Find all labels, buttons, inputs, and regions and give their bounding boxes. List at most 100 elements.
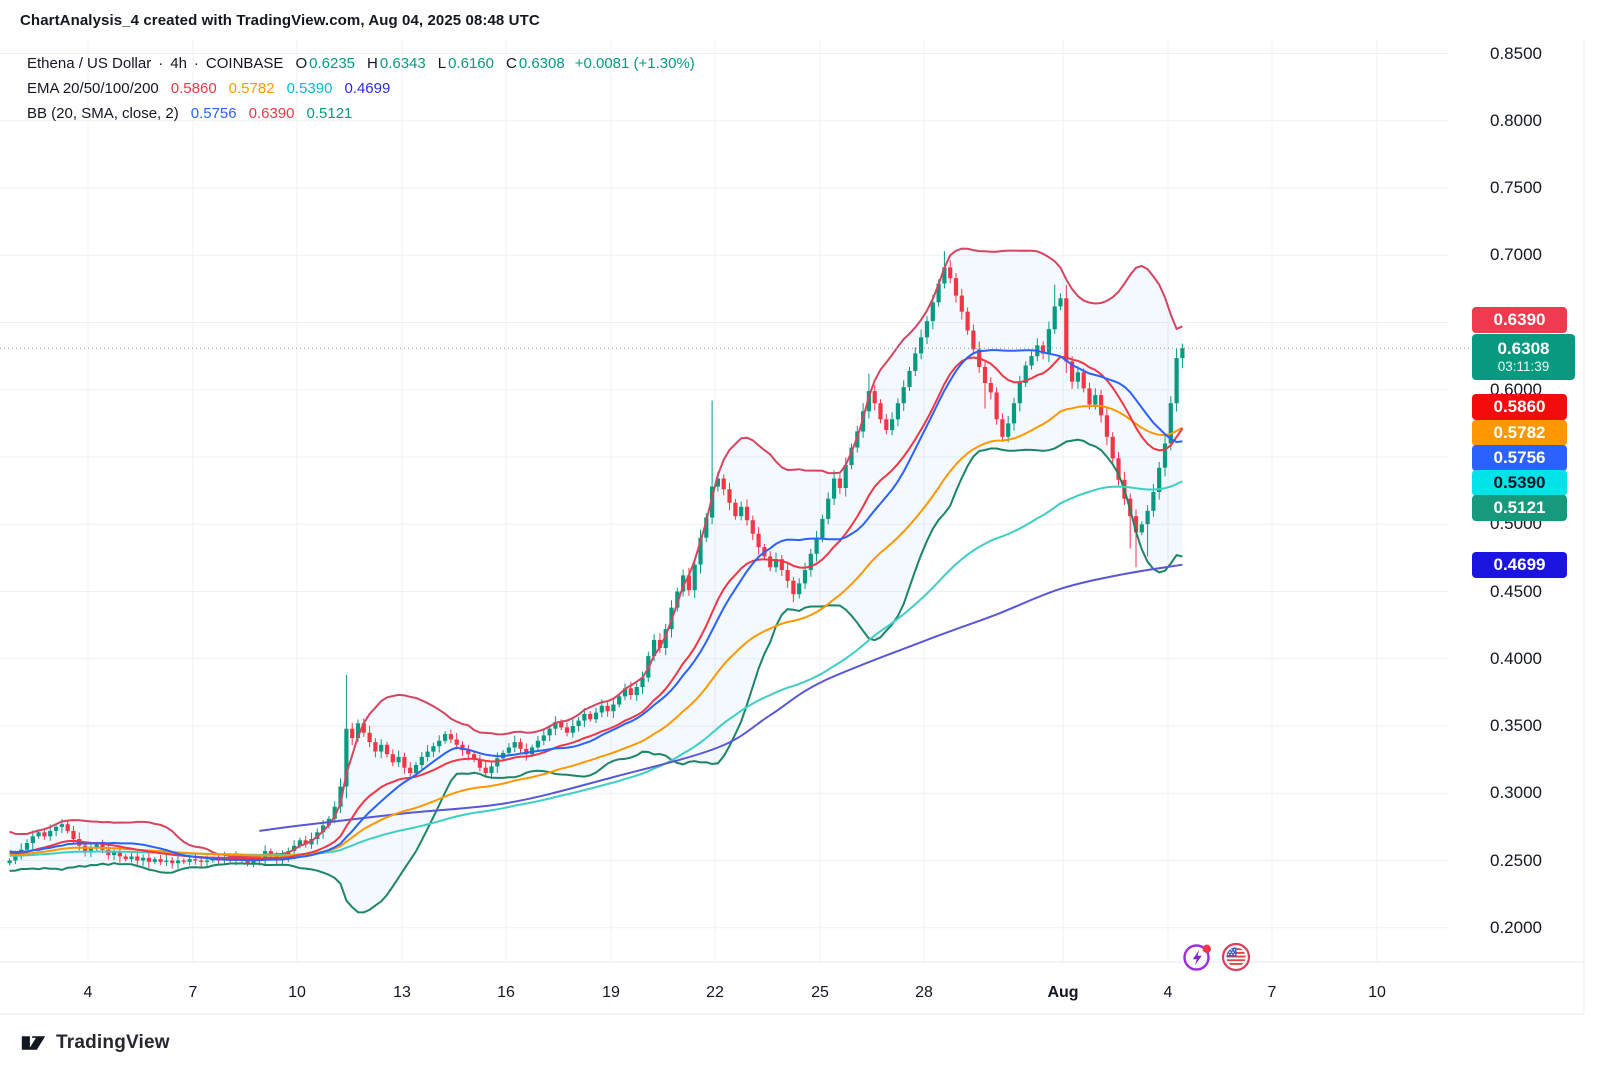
us-flag-event-icon[interactable] [1219, 940, 1253, 974]
candle-body [158, 859, 163, 862]
candle-body [1087, 388, 1092, 405]
candle-body [924, 321, 930, 338]
symbol-name[interactable]: Ethena / US Dollar [27, 55, 152, 72]
candle-body [112, 852, 117, 856]
candle-body [611, 704, 616, 712]
candle-body [919, 337, 924, 354]
candle-body [1180, 348, 1185, 359]
candle-body [1110, 436, 1115, 459]
ema50-line [9, 404, 1183, 857]
candle-body [866, 391, 871, 412]
candle-body [1011, 403, 1017, 424]
price-axis-label: 0.4500 [1490, 581, 1542, 601]
candle-body [878, 403, 883, 420]
tradingview-attribution[interactable]: TradingView [20, 1029, 170, 1056]
ema200-value: 0.4699 [344, 80, 391, 97]
candle-body [1058, 298, 1063, 307]
close-label: C [505, 55, 517, 72]
candle-body [466, 750, 471, 755]
candle-body [675, 591, 680, 608]
candle-body [59, 824, 64, 827]
candle-body [245, 860, 250, 864]
bb-basis-value: 0.5756 [190, 105, 237, 122]
price-axis-label: 0.2000 [1490, 917, 1542, 937]
candle-body [483, 767, 488, 774]
candle-body [1145, 510, 1150, 525]
candle-body [994, 392, 999, 420]
candle-body [913, 353, 918, 371]
candle-body [460, 744, 465, 751]
open-label: O [295, 55, 308, 72]
price-axis-label: 0.7500 [1490, 178, 1542, 197]
candle-body [843, 465, 848, 488]
symbol-interval[interactable]: 4h [170, 55, 187, 72]
candle-body [942, 267, 947, 284]
candle-body [948, 267, 953, 279]
candle-body [837, 478, 842, 488]
time-axis-label: 7 [1267, 984, 1277, 1001]
candle-body [361, 723, 366, 733]
time-axis-label: 7 [188, 984, 198, 1001]
candle-body [146, 857, 151, 862]
ema-label: EMA 20/50/100/200 [27, 80, 159, 97]
candle-body [477, 759, 482, 768]
time-axis-label: 4 [83, 984, 93, 1001]
legend-ema-row[interactable]: EMA 20/50/100/200 0.5860 0.5782 0.5390 0… [27, 76, 695, 101]
ema100-value: 0.5390 [286, 80, 333, 97]
symbol-exchange[interactable]: COINBASE [205, 55, 284, 72]
candle-body [36, 832, 41, 837]
candle-body [808, 553, 813, 570]
candle-body [535, 740, 540, 748]
candle-body [1174, 358, 1179, 404]
candle-body [71, 830, 76, 839]
candle-body [396, 756, 401, 763]
bb-upper-line [9, 247, 1183, 858]
candle-body [599, 705, 604, 713]
open-value: 0.6235 [309, 55, 356, 72]
candle-body [204, 860, 210, 862]
candle-body [1000, 419, 1005, 437]
candle-body [1157, 467, 1162, 492]
bb-basis-price-badge: 0.5756 [1472, 445, 1567, 471]
time-axis-label: 22 [706, 984, 724, 1001]
candle-body [518, 742, 523, 749]
economic-events-icon[interactable] [1181, 940, 1215, 974]
candle-body [1139, 524, 1144, 533]
bollinger-fill [9, 248, 1183, 913]
current-price-badge: 0.6308 03:11:39 [1472, 334, 1575, 380]
price-axis-label: 0.4000 [1490, 648, 1542, 668]
candle-body [547, 728, 552, 736]
candle-body [814, 537, 819, 554]
time-axis-label: 19 [602, 984, 620, 1001]
candle-body [1017, 383, 1022, 404]
candle-body [524, 748, 529, 755]
price-axis-label: 0.2500 [1490, 850, 1542, 870]
candle-body [1029, 356, 1034, 366]
candle-body [715, 478, 720, 487]
time-axis-label: 25 [811, 984, 829, 1001]
candle-body [750, 520, 755, 534]
candle-body [94, 844, 99, 849]
legend-bb-row[interactable]: BB (20, SMA, close, 2) 0.5756 0.6390 0.5… [27, 101, 695, 126]
candle-body [768, 556, 773, 568]
candle-body [779, 559, 784, 570]
close-value: 0.6308 [518, 55, 565, 72]
candle-body [175, 860, 181, 864]
candle-body [443, 734, 448, 741]
legend-symbol-row[interactable]: Ethena / US Dollar · 4h · COINBASE O 0.6… [27, 51, 695, 76]
ema50-value: 0.5782 [228, 80, 275, 97]
price-axis-label: 0.3500 [1490, 716, 1542, 735]
candle-body [7, 860, 12, 864]
candle-body [640, 677, 645, 687]
candle-body [733, 502, 738, 517]
candle-body [181, 860, 186, 862]
candle-body [512, 742, 517, 748]
candle-body [1081, 372, 1086, 389]
candle-body [48, 830, 53, 837]
bb-upper-value: 0.6390 [248, 105, 295, 122]
candle-body [1070, 361, 1075, 382]
candle-body [588, 713, 593, 720]
candle-body [350, 728, 355, 739]
candle-body [617, 696, 622, 705]
